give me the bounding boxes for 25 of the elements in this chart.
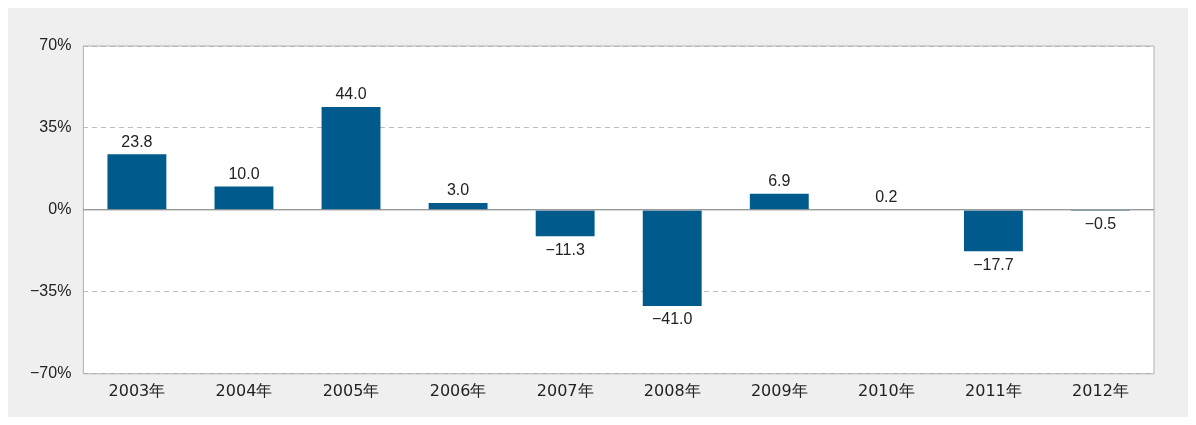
x-tick-label: 2010年 xyxy=(857,380,915,400)
data-label: 6.9 xyxy=(768,172,791,190)
data-label: 3.0 xyxy=(446,181,470,199)
y-tick-label: −35% xyxy=(29,282,72,300)
data-label: −17.7 xyxy=(973,255,1014,273)
x-tick-label: 2011年 xyxy=(965,380,1022,400)
y-tick-label: 35% xyxy=(39,118,72,136)
x-tick-label: 2009年 xyxy=(750,380,808,400)
data-label: 10.0 xyxy=(228,164,260,182)
data-label: 23.8 xyxy=(121,132,153,150)
data-label: −11.3 xyxy=(545,240,585,258)
x-tick-label: 2006年 xyxy=(429,380,487,400)
y-tick-label: −70% xyxy=(29,364,72,382)
x-tick-label: 2012年 xyxy=(1072,380,1129,400)
data-label: −0.5 xyxy=(1084,215,1117,233)
x-tick-label: 2005年 xyxy=(322,380,380,400)
data-label: 0.2 xyxy=(875,187,898,205)
x-tick-label: 2008年 xyxy=(643,380,701,400)
y-tick-label: 0% xyxy=(48,200,72,218)
y-tick-label: 70% xyxy=(39,36,72,54)
x-tick-label: 2004年 xyxy=(215,380,273,400)
data-label: −41.0 xyxy=(651,310,693,328)
x-tick-label: 2007年 xyxy=(536,380,594,400)
data-label: 44.0 xyxy=(335,85,367,103)
x-tick-label: 2003年 xyxy=(108,380,166,400)
